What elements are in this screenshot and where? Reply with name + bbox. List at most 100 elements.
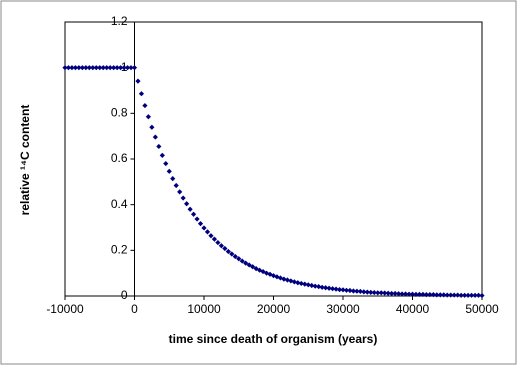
data-point xyxy=(343,287,350,293)
data-point xyxy=(152,134,158,140)
data-point xyxy=(246,262,252,268)
data-point xyxy=(97,65,103,71)
y-axis-title: relative ¹⁴C content xyxy=(18,105,32,216)
data-point xyxy=(302,281,308,287)
data-point xyxy=(295,280,301,286)
data-point xyxy=(472,292,478,298)
data-point xyxy=(434,292,440,298)
data-point xyxy=(170,176,176,182)
data-point xyxy=(333,286,339,292)
data-point xyxy=(83,65,89,71)
data-point xyxy=(250,264,256,270)
data-point xyxy=(138,91,145,97)
data-point xyxy=(177,189,183,195)
data-point xyxy=(385,290,391,296)
data-point xyxy=(475,292,482,298)
x-axis-title: time since death of organism (years) xyxy=(169,332,378,346)
data-point xyxy=(323,285,329,291)
data-point xyxy=(462,292,468,298)
data-point xyxy=(229,251,235,257)
data-point xyxy=(329,286,336,292)
data-point xyxy=(437,292,443,298)
data-point xyxy=(347,287,353,294)
data-point xyxy=(448,292,454,298)
data-point xyxy=(79,65,85,71)
data-point xyxy=(430,292,436,298)
data-point xyxy=(218,243,224,249)
data-point xyxy=(291,279,297,285)
data-point xyxy=(131,65,138,71)
data-point xyxy=(225,248,231,255)
data-point xyxy=(468,292,475,298)
data-point xyxy=(465,292,471,298)
data-point xyxy=(312,283,318,289)
data-point xyxy=(375,290,381,296)
data-point xyxy=(100,65,106,71)
x-tick-label: 30000 xyxy=(326,302,360,316)
data-point xyxy=(145,114,151,120)
data-point xyxy=(232,253,238,260)
data-point xyxy=(368,289,374,295)
data-point xyxy=(263,270,270,276)
data-point xyxy=(389,290,395,297)
data-point xyxy=(267,271,273,277)
data-point xyxy=(399,291,405,297)
data-point xyxy=(201,225,207,231)
data-point xyxy=(298,280,304,287)
data-point xyxy=(90,65,96,71)
data-point xyxy=(163,160,169,167)
data-point xyxy=(243,260,249,266)
data-point xyxy=(124,65,131,71)
data-point xyxy=(392,290,398,297)
x-tick-label: 20000 xyxy=(257,302,291,316)
data-point xyxy=(257,267,263,273)
data-point xyxy=(361,289,367,295)
data-point xyxy=(215,239,221,246)
data-point xyxy=(451,292,457,298)
data-point xyxy=(72,65,79,71)
data-point xyxy=(104,65,110,71)
data-point xyxy=(118,65,124,71)
data-point xyxy=(316,284,322,290)
y-tick-label: 0.8 xyxy=(111,106,128,120)
data-point xyxy=(166,168,172,174)
data-point xyxy=(396,291,402,297)
data-point xyxy=(409,291,416,297)
data-point xyxy=(364,289,370,295)
x-tick-label: 10000 xyxy=(187,302,221,316)
data-point xyxy=(441,292,447,298)
data-point xyxy=(357,288,363,295)
data-point xyxy=(65,65,72,71)
data-point xyxy=(69,65,75,71)
data-point xyxy=(458,292,464,298)
data-point xyxy=(190,211,197,217)
data-point xyxy=(211,236,218,242)
data-point xyxy=(194,216,200,222)
data-point xyxy=(204,229,211,235)
y-tick-label: 0 xyxy=(121,288,128,302)
y-tick-label: 0.6 xyxy=(111,151,128,165)
data-point xyxy=(128,65,134,71)
data-point xyxy=(423,292,429,298)
data-point xyxy=(142,102,148,109)
data-point xyxy=(309,282,315,289)
data-point xyxy=(173,182,179,189)
data-point xyxy=(187,206,193,212)
data-point xyxy=(239,258,245,264)
data-point xyxy=(236,256,242,262)
data-point xyxy=(340,287,346,293)
data-point xyxy=(222,245,228,252)
data-point xyxy=(156,143,162,150)
data-point xyxy=(427,292,433,298)
data-point xyxy=(416,291,423,298)
data-point xyxy=(107,65,113,71)
data-point xyxy=(208,233,214,239)
y-tick-label: 0.4 xyxy=(111,197,128,211)
data-point xyxy=(86,65,92,71)
x-tick-label: 40000 xyxy=(396,302,430,316)
data-point xyxy=(479,292,485,299)
data-point xyxy=(111,65,117,71)
